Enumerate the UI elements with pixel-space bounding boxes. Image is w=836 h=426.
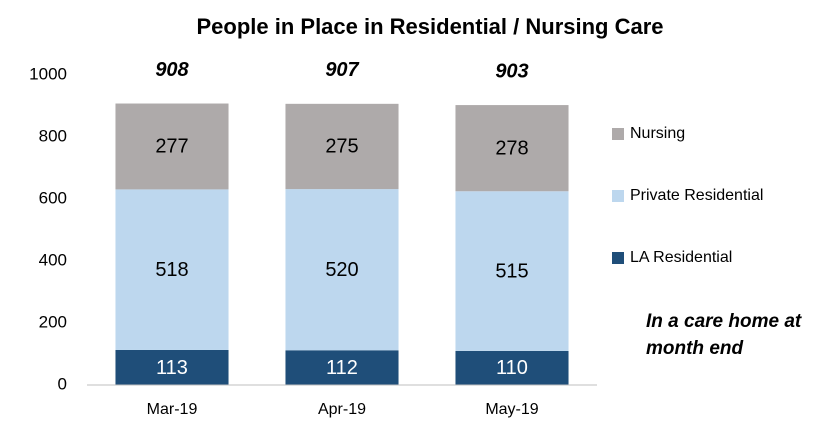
bar-segment <box>285 103 399 190</box>
annotation: In a care home at month end <box>646 311 802 359</box>
bar-segment <box>455 105 569 192</box>
y-tick-label: 600 <box>39 188 67 207</box>
total-label: 907 <box>325 59 359 81</box>
bar-segment <box>285 350 399 385</box>
total-label: 908 <box>155 59 189 81</box>
value-label: 277 <box>155 136 188 158</box>
x-tick-label: Apr-19 <box>318 401 366 418</box>
value-label: 520 <box>325 259 358 281</box>
total-label: 903 <box>495 60 528 82</box>
bar-segment <box>455 191 569 351</box>
y-tick-label: 800 <box>39 126 67 145</box>
legend-label: Nursing <box>630 125 685 142</box>
x-tick-label: Mar-19 <box>147 401 198 418</box>
value-label: 518 <box>155 259 188 281</box>
y-tick-label: 0 <box>58 374 67 393</box>
value-label: 110 <box>496 357 528 379</box>
value-label: 278 <box>495 137 528 159</box>
value-label: 275 <box>325 136 358 158</box>
value-label: 515 <box>495 260 528 282</box>
bar-segment <box>115 103 229 190</box>
legend-swatch <box>612 252 624 264</box>
y-tick-label: 1000 <box>29 64 67 83</box>
bar-segment <box>455 350 569 385</box>
y-tick-label: 400 <box>39 250 67 269</box>
legend-label: LA Residential <box>630 249 732 266</box>
legend-swatch <box>612 128 624 140</box>
chart-title: People in Place in Residential / Nursing… <box>196 14 663 39</box>
x-tick-label: May-19 <box>485 401 538 418</box>
bar-segment <box>285 189 399 351</box>
legend-swatch <box>612 190 624 202</box>
value-label: 113 <box>156 357 188 379</box>
value-label: 112 <box>326 357 358 379</box>
bar-segment <box>115 189 229 350</box>
y-tick-label: 200 <box>39 312 67 331</box>
bar-segment <box>115 349 229 385</box>
legend-label: Private Residential <box>630 187 763 204</box>
